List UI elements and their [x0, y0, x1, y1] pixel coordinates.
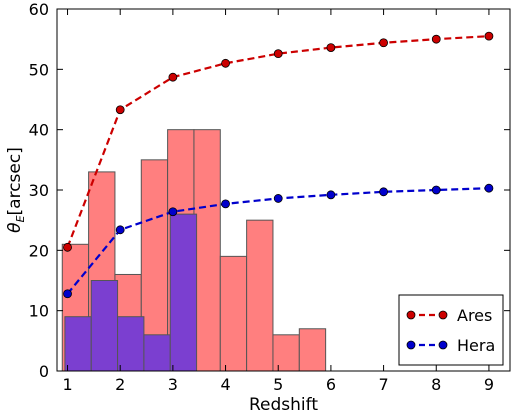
- series-point-hera: [63, 289, 72, 299]
- histogram-1-bar: [219, 255, 248, 372]
- series-point-ares: [326, 43, 336, 53]
- x-tick-label: 7: [378, 375, 388, 394]
- series-point-ares: [115, 105, 125, 115]
- x-tick-label: 5: [273, 375, 283, 394]
- histogram-1-bar: [246, 219, 274, 372]
- legend-box: [398, 294, 504, 366]
- x-tick-label: 8: [431, 375, 441, 394]
- series-point-hera: [273, 194, 283, 203]
- series-point-ares: [484, 31, 494, 41]
- series-point-hera: [484, 183, 494, 193]
- series-point-hera: [326, 190, 336, 200]
- histogram-2-bar: [64, 316, 92, 372]
- histogram-1-bar: [193, 129, 221, 372]
- histogram-layer: [61, 129, 327, 372]
- x-tick-label: 1: [62, 375, 72, 394]
- x-axis-label: Redshift: [249, 395, 318, 414]
- histogram-1-bar: [298, 328, 327, 372]
- series-point-ares: [63, 242, 72, 252]
- x-tick-label: 2: [115, 375, 125, 394]
- series-point-ares: [431, 34, 441, 44]
- y-tick-label: 40: [29, 121, 49, 140]
- series-line-ares: [66, 35, 489, 248]
- legend: Ares Hera: [398, 294, 504, 366]
- series-point-hera: [431, 185, 441, 195]
- y-axis-label: θE[arcsec]: [5, 147, 27, 233]
- ticks: 1 2 3 4 5 6 7 8 9 0 10 20 30 40 50 60: [29, 0, 510, 394]
- legend-marker-hera: [438, 340, 448, 350]
- histogram-2-bar: [169, 213, 198, 372]
- y-tick-label: 30: [29, 181, 49, 200]
- histogram-1-bar: [272, 334, 300, 372]
- y-tick-label: 20: [29, 241, 49, 260]
- x-tick-label: 3: [168, 375, 178, 394]
- x-tick-label: 6: [326, 375, 336, 394]
- series-point-hera: [115, 225, 125, 235]
- histogram-2-bar: [117, 316, 145, 372]
- y-tick-label: 50: [29, 60, 49, 79]
- legend-marker-hera: [406, 340, 416, 350]
- legend-marker-ares: [438, 310, 448, 320]
- legend-label-ares: Ares: [457, 306, 492, 325]
- y-axis-label-unit: [arcsec]: [5, 147, 25, 215]
- x-tick-label: 9: [484, 375, 494, 394]
- series-point-ares: [273, 49, 283, 59]
- y-axis-label-symbol: θ: [5, 222, 25, 233]
- series-point-ares: [379, 38, 388, 48]
- series-point-ares: [221, 58, 230, 68]
- x-tick-label: 4: [220, 375, 230, 394]
- y-tick-label: 0: [39, 362, 49, 381]
- histogram-2-bar: [90, 280, 119, 372]
- series-point-hera: [379, 187, 388, 197]
- y-tick-label: 60: [29, 0, 49, 19]
- histogram-2-bar: [143, 334, 171, 372]
- series-point-hera: [168, 207, 178, 217]
- series-layer: [63, 31, 494, 299]
- series-point-ares: [168, 72, 178, 82]
- series-point-hera: [221, 199, 230, 209]
- legend-marker-ares: [406, 310, 416, 320]
- y-tick-label: 10: [29, 302, 49, 321]
- legend-label-hera: Hera: [457, 336, 495, 355]
- y-axis-label-subscript: E: [14, 215, 27, 222]
